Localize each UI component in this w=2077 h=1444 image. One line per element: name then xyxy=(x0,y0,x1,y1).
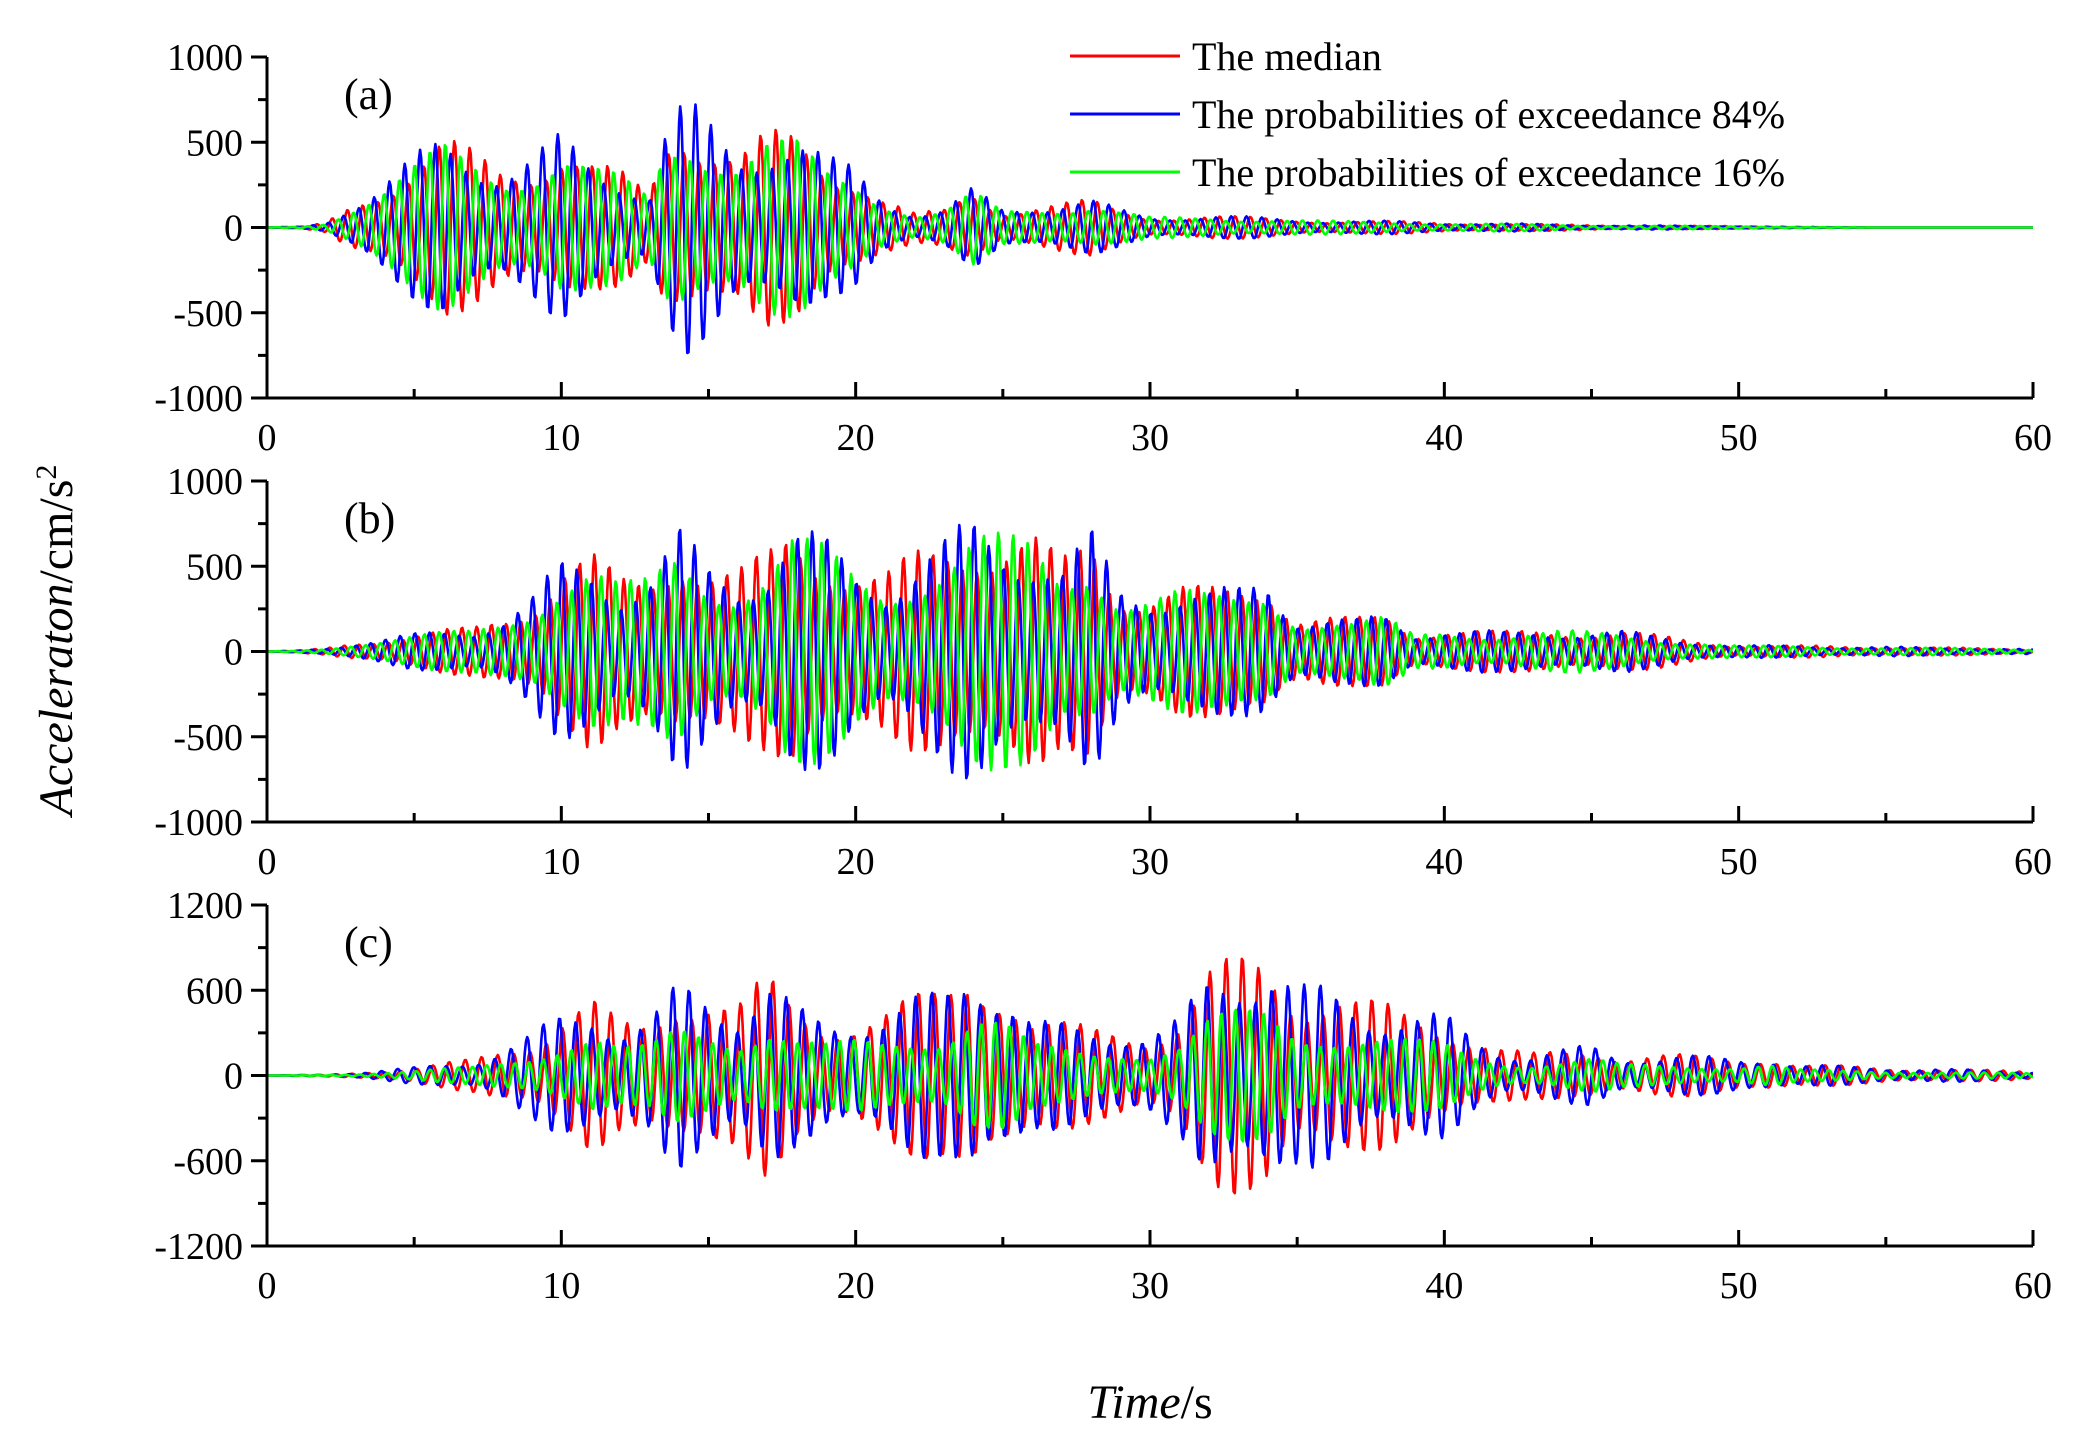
x-tick-label: 40 xyxy=(1425,417,1463,459)
y-tick-label: 500 xyxy=(186,122,243,164)
panel-2: 1000 500 0 -500 -1000 0 10 20 30 40 50 60 (b) xyxy=(154,461,2052,883)
y-tick-label: 1200 xyxy=(167,885,243,927)
y-tick-label: -1000 xyxy=(154,802,243,844)
panel-2-series-3 xyxy=(267,531,2033,772)
y-tick-label: -1200 xyxy=(154,1226,243,1268)
legend: The median The probabilities of exceedan… xyxy=(1070,34,1785,195)
y-axis-title-unit: /cm/s xyxy=(30,480,83,584)
panel-1: 1000 500 0 -500 -1000 0 10 20 30 40 50 60 (a) xyxy=(154,37,2052,459)
x-tick-label: 30 xyxy=(1131,417,1169,459)
y-tick-label: -500 xyxy=(173,717,243,759)
y-tick-label: 1000 xyxy=(167,37,243,79)
y-tick-label: 0 xyxy=(224,208,243,250)
x-tick-label: 60 xyxy=(2014,1265,2052,1307)
x-tick-label: 30 xyxy=(1131,841,1169,883)
x-tick-label: 0 xyxy=(258,841,277,883)
y-tick-label: 0 xyxy=(224,632,243,674)
x-tick-label: 60 xyxy=(2014,841,2052,883)
y-tick-label: 500 xyxy=(186,546,243,588)
x-tick-label: 50 xyxy=(1720,417,1758,459)
x-tick-label: 30 xyxy=(1131,1265,1169,1307)
y-tick-label: 0 xyxy=(224,1056,243,1098)
y-tick-label: 600 xyxy=(186,970,243,1012)
x-tick-label: 10 xyxy=(542,1265,580,1307)
y-axis-title-sup: 2 xyxy=(30,465,63,480)
panel-3-series-2 xyxy=(267,983,2033,1169)
panel-3: 1200 600 0 -600 -1200 0 10 20 30 40 50 60 (c) xyxy=(154,885,2052,1307)
x-tick-label: 0 xyxy=(258,1265,277,1307)
panel-1-traces xyxy=(267,103,2033,355)
panel-3-traces xyxy=(267,957,2033,1195)
x-tick-label: 0 xyxy=(258,417,277,459)
legend-label-16: The probabilities of exceedance 16% xyxy=(1192,150,1785,195)
panel-2-traces xyxy=(267,523,2033,780)
x-tick-label: 40 xyxy=(1425,841,1463,883)
y-tick-label: -1000 xyxy=(154,378,243,420)
x-tick-label: 10 xyxy=(542,841,580,883)
x-axis-title: Time/s xyxy=(1087,1376,1212,1429)
x-tick-label: 60 xyxy=(2014,417,2052,459)
x-tick-label: 10 xyxy=(542,417,580,459)
x-tick-label: 50 xyxy=(1720,1265,1758,1307)
x-tick-label: 20 xyxy=(837,1265,875,1307)
panel-1-series-3 xyxy=(267,139,2033,319)
panel-label: (c) xyxy=(344,918,393,967)
x-axis-title-unit: /s xyxy=(1181,1376,1213,1429)
y-tick-label: 1000 xyxy=(167,461,243,503)
legend-label-median: The median xyxy=(1192,34,1382,79)
y-axis-title-italic: Acceleraton xyxy=(30,584,83,819)
x-tick-label: 40 xyxy=(1425,1265,1463,1307)
x-tick-label: 20 xyxy=(837,841,875,883)
panel-3-series-3 xyxy=(267,1008,2033,1143)
y-tick-label: -600 xyxy=(173,1141,243,1183)
x-tick-label: 20 xyxy=(837,417,875,459)
panel-label: (b) xyxy=(344,494,395,543)
y-tick-label: -500 xyxy=(173,293,243,335)
x-axis-title-italic: Time xyxy=(1087,1376,1180,1429)
x-tick-label: 50 xyxy=(1720,841,1758,883)
y-axis-title: Acceleraton/cm/s2 xyxy=(30,465,84,819)
panel-label: (a) xyxy=(344,70,393,119)
panel-2-series-2 xyxy=(267,523,2033,780)
legend-label-84: The probabilities of exceedance 84% xyxy=(1192,92,1785,137)
